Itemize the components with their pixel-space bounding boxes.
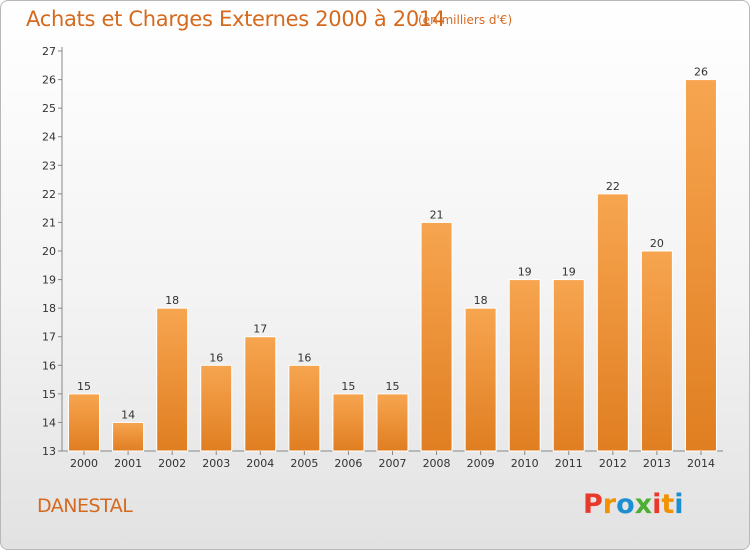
bar-value-label: 16 <box>297 351 311 364</box>
bar <box>420 221 453 452</box>
bar <box>376 393 409 452</box>
y-tick-label: 16 <box>42 359 56 372</box>
y-tick-label: 21 <box>42 216 56 229</box>
bar-value-label: 15 <box>341 380 355 393</box>
x-tick-label: 2000 <box>70 457 98 470</box>
y-tick-label: 23 <box>42 159 56 172</box>
bar <box>640 250 673 452</box>
y-tick-label: 17 <box>42 331 56 344</box>
y-tick-label: 15 <box>42 388 56 401</box>
y-tick-label: 26 <box>42 74 56 87</box>
bar <box>288 364 321 452</box>
y-tick-label: 14 <box>42 416 56 429</box>
y-tick-label: 13 <box>42 445 56 458</box>
bar <box>156 307 189 452</box>
bar <box>508 279 541 452</box>
x-tick-label: 2006 <box>334 457 362 470</box>
logo-letter: r <box>602 489 617 520</box>
logo-letter: t <box>661 489 675 520</box>
y-tick-label: 24 <box>42 131 56 144</box>
logo-letter: x <box>634 489 653 520</box>
y-tick-label: 27 <box>42 45 56 58</box>
proxiti-logo[interactable]: Proxiti <box>583 489 684 520</box>
logo-letter: P <box>583 489 603 520</box>
chart-title: Achats et Charges Externes 2000 à 2014 <box>26 7 446 31</box>
y-tick-label: 20 <box>42 245 56 258</box>
x-tick-label: 2009 <box>467 457 495 470</box>
y-tick-label: 25 <box>42 102 56 115</box>
bar-value-label: 26 <box>694 66 708 79</box>
bar-value-label: 20 <box>650 237 664 250</box>
bar-value-label: 15 <box>77 380 91 393</box>
bar <box>68 393 101 452</box>
bar <box>332 393 365 452</box>
bar <box>244 336 277 452</box>
x-tick-label: 2010 <box>511 457 539 470</box>
bar-value-label: 18 <box>474 294 488 307</box>
bar-value-label: 19 <box>518 266 532 279</box>
x-tick-label: 2008 <box>423 457 451 470</box>
logo-letter: i <box>674 489 684 520</box>
bar <box>552 279 585 452</box>
y-tick-label: 22 <box>42 188 56 201</box>
x-tick-label: 2004 <box>246 457 274 470</box>
x-tick-label: 2013 <box>643 457 671 470</box>
x-tick-label: 2001 <box>114 457 142 470</box>
logo-letter: o <box>616 489 635 520</box>
bar <box>112 421 145 452</box>
x-tick-label: 2012 <box>599 457 627 470</box>
bar <box>596 193 629 452</box>
bar-value-label: 21 <box>430 208 444 221</box>
y-tick-label: 19 <box>42 274 56 287</box>
bar-value-label: 18 <box>165 294 179 307</box>
bar-value-label: 16 <box>209 351 223 364</box>
x-tick-label: 2003 <box>202 457 230 470</box>
bar-value-label: 17 <box>253 323 267 336</box>
bar <box>200 364 233 452</box>
bar <box>684 79 717 452</box>
bar-value-label: 14 <box>121 408 135 421</box>
logo-letter: i <box>652 489 662 520</box>
x-tick-label: 2011 <box>555 457 583 470</box>
bar <box>464 307 497 452</box>
bar-value-label: 19 <box>562 266 576 279</box>
x-tick-label: 2005 <box>290 457 318 470</box>
y-tick-label: 18 <box>42 302 56 315</box>
bar-value-label: 22 <box>606 180 620 193</box>
x-tick-label: 2007 <box>379 457 407 470</box>
x-tick-label: 2002 <box>158 457 186 470</box>
chart-subtitle: (en milliers d'€) <box>418 13 513 27</box>
commune-name: DANESTAL <box>37 495 133 517</box>
bar-value-label: 15 <box>386 380 400 393</box>
x-tick-label: 2014 <box>687 457 715 470</box>
